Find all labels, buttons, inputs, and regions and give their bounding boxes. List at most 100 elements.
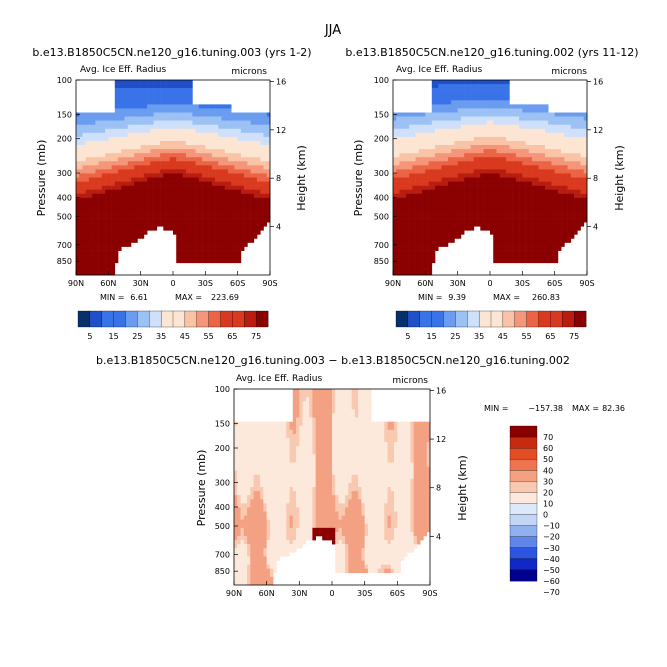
field-cell	[570, 145, 575, 150]
field-cell	[564, 112, 568, 117]
field-cell	[538, 169, 543, 174]
field-cell	[95, 173, 99, 178]
field-cell	[82, 149, 86, 154]
field-cell	[441, 145, 446, 150]
field-cell	[418, 242, 423, 247]
field-cell	[176, 258, 180, 264]
field-cell	[173, 132, 177, 138]
field-cell	[76, 181, 80, 186]
field-cell	[88, 197, 93, 203]
field-cell	[250, 429, 254, 435]
field-cell	[208, 185, 213, 190]
field-cell	[137, 214, 141, 219]
field-cell	[460, 226, 465, 231]
field-cell	[525, 124, 530, 130]
field-cell	[202, 226, 206, 231]
field-cell	[140, 181, 145, 186]
field-cell	[409, 161, 413, 166]
field-cell	[425, 197, 429, 203]
field-cell	[221, 181, 226, 186]
field-cell	[218, 185, 222, 190]
field-cell	[496, 181, 500, 186]
colorbar-label: 45	[498, 332, 508, 341]
field-cell	[208, 116, 213, 121]
panel-1-x-ticks: 90N 60N 30N 0 30S 60S 90S	[68, 271, 278, 288]
field-cell	[108, 128, 112, 134]
field-cell	[548, 201, 552, 207]
field-cell	[224, 193, 229, 199]
field-cell	[98, 124, 103, 130]
field-cell	[108, 230, 112, 235]
field-cell	[532, 197, 536, 203]
field-cell	[134, 193, 138, 199]
field-cell	[490, 104, 494, 109]
field-cell	[137, 226, 141, 231]
field-cell	[551, 234, 555, 239]
field-cell	[535, 128, 539, 134]
field-cell	[583, 149, 588, 154]
field-cell	[250, 173, 255, 178]
field-cell	[253, 230, 258, 235]
field-cell	[393, 132, 397, 138]
field-cell	[509, 254, 513, 260]
field-cell	[441, 210, 446, 215]
field-cell	[266, 140, 271, 146]
field-cell	[250, 140, 255, 146]
field-cell	[480, 173, 484, 178]
field-cell	[422, 112, 426, 117]
field-cell	[418, 153, 423, 158]
field-cell	[211, 234, 216, 239]
field-cell	[237, 201, 242, 207]
field-cell	[490, 149, 494, 154]
field-cell	[396, 145, 400, 150]
field-cell	[250, 572, 254, 578]
field-cell	[499, 100, 504, 105]
field-cell	[195, 120, 200, 125]
field-cell	[189, 108, 193, 113]
field-cell	[554, 230, 559, 235]
field-cell	[519, 124, 523, 130]
field-cell	[574, 140, 578, 146]
field-cell	[82, 214, 86, 219]
field-cell	[147, 161, 151, 166]
field-cell	[166, 108, 171, 113]
field-cell	[153, 157, 158, 162]
field-cell	[512, 161, 517, 166]
field-cell	[460, 161, 465, 166]
field-cell	[205, 234, 209, 239]
field-cell	[176, 112, 180, 117]
field-cell	[522, 258, 526, 264]
field-cell	[121, 92, 125, 97]
field-cell	[218, 222, 222, 227]
field-cell	[544, 210, 549, 215]
field-cell	[163, 226, 167, 231]
field-cell	[160, 157, 164, 162]
field-cell	[260, 120, 264, 125]
field-cell	[509, 218, 513, 223]
field-cell	[515, 145, 520, 150]
field-cell	[208, 140, 213, 146]
field-cell	[179, 201, 183, 207]
field-cell	[156, 157, 161, 162]
field-cell	[101, 132, 106, 138]
field-cell	[544, 201, 549, 207]
field-cell	[425, 177, 429, 182]
field-cell	[247, 474, 251, 480]
field-cell	[202, 124, 206, 130]
field-cell	[179, 149, 183, 154]
field-cell	[98, 258, 103, 264]
field-cell	[137, 124, 141, 130]
field-cell	[522, 136, 526, 142]
field-cell	[130, 132, 135, 138]
field-cell	[519, 193, 523, 199]
field-cell	[85, 270, 90, 276]
field-cell	[409, 140, 413, 146]
field-cell	[428, 157, 433, 162]
field-cell	[502, 222, 507, 227]
field-cell	[567, 145, 572, 150]
field-cell	[111, 197, 116, 203]
field-cell	[234, 214, 238, 219]
field-cell	[422, 246, 426, 251]
field-cell	[532, 108, 536, 113]
field-cell	[160, 214, 164, 219]
